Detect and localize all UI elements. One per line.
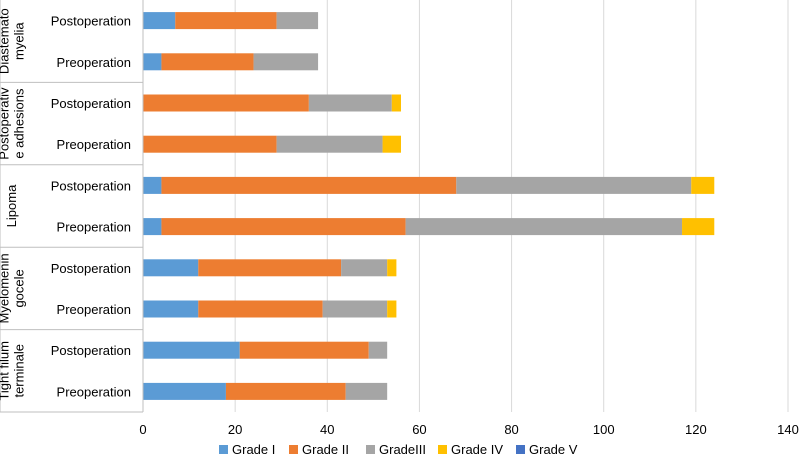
x-tick-label: 0: [139, 422, 146, 437]
group-label: Myelomeningocele: [0, 253, 27, 323]
row-label: Postoperation: [51, 261, 131, 276]
x-tick-label: 40: [320, 422, 334, 437]
x-tick-label: 20: [228, 422, 242, 437]
row-label: Preoperation: [57, 220, 131, 235]
x-tick-label: 80: [504, 422, 518, 437]
bar-segment: [387, 300, 397, 318]
legend-label: Grade IV: [451, 442, 503, 457]
row-label: Postoperation: [51, 178, 131, 193]
row-label: Preoperation: [57, 55, 131, 70]
row-label: Preoperation: [57, 302, 131, 317]
legend-swatch: [289, 445, 298, 454]
row-label: Postoperation: [51, 14, 131, 29]
gridlines: [234, 0, 789, 412]
bar-segment: [143, 218, 162, 236]
bar-segment: [143, 94, 309, 112]
bar-segment: [143, 341, 240, 359]
legend-label: Grade V: [529, 442, 578, 457]
bar-segment: [391, 94, 401, 112]
bar-segment: [456, 176, 692, 194]
bars: [143, 12, 715, 400]
x-axis-ticks: 0 20 40 60 80 100 120 140: [139, 422, 798, 437]
legend-label: Grade II: [302, 442, 349, 457]
bar-segment: [143, 176, 162, 194]
bar-segment: [368, 341, 388, 359]
bar-segment: [387, 259, 397, 277]
bar-segment: [175, 12, 277, 30]
bar-segment: [161, 218, 406, 236]
bar-segment: [682, 218, 715, 236]
bar-segment: [253, 53, 319, 71]
legend-swatch: [438, 445, 447, 454]
bar-segment: [143, 53, 162, 71]
bar-segment: [405, 218, 683, 236]
bar-segment: [691, 176, 715, 194]
bar-segment: [345, 382, 388, 400]
bar-segment: [143, 12, 176, 30]
bar-segment: [143, 382, 226, 400]
row-label: Preoperation: [57, 384, 131, 399]
group-label: Diastematomyelia: [0, 8, 27, 74]
bar-segment: [143, 300, 199, 318]
bar-segment: [341, 259, 388, 277]
bar-segment: [161, 176, 457, 194]
legend-swatch: [516, 445, 525, 454]
row-label: Postoperation: [51, 96, 131, 111]
bar-segment: [276, 135, 383, 153]
row-label: Postoperation: [51, 343, 131, 358]
legend-swatch: [366, 445, 375, 454]
legend-swatch: [219, 445, 228, 454]
x-tick-label: 60: [412, 422, 426, 437]
bar-segment: [276, 12, 319, 30]
legend: Grade I Grade II GradeIII Grade IV Grade V: [219, 442, 578, 457]
x-tick-label: 140: [777, 422, 799, 437]
x-tick-label: 100: [593, 422, 615, 437]
group-label: Postoperative adhesions: [0, 87, 27, 160]
x-tick-label: 120: [685, 422, 707, 437]
group-label: Lipoma: [4, 184, 19, 227]
group-label: Tight filumterminale: [0, 341, 27, 400]
bar-segment: [143, 259, 199, 277]
row-label: Preoperation: [57, 137, 131, 152]
bar-segment: [239, 341, 369, 359]
bar-segment: [322, 300, 388, 318]
bar-segment: [382, 135, 401, 153]
bar-segment: [143, 135, 277, 153]
bar-segment: [161, 53, 254, 71]
legend-label: Grade I: [232, 442, 275, 457]
category-labels: Diastematomyelia Postoperation Preoperatio…: [0, 0, 144, 413]
legend-label: GradeIII: [379, 442, 426, 457]
bar-segment: [198, 259, 342, 277]
bar-segment: [308, 94, 392, 112]
bar-segment: [225, 382, 346, 400]
bar-segment: [198, 300, 323, 318]
